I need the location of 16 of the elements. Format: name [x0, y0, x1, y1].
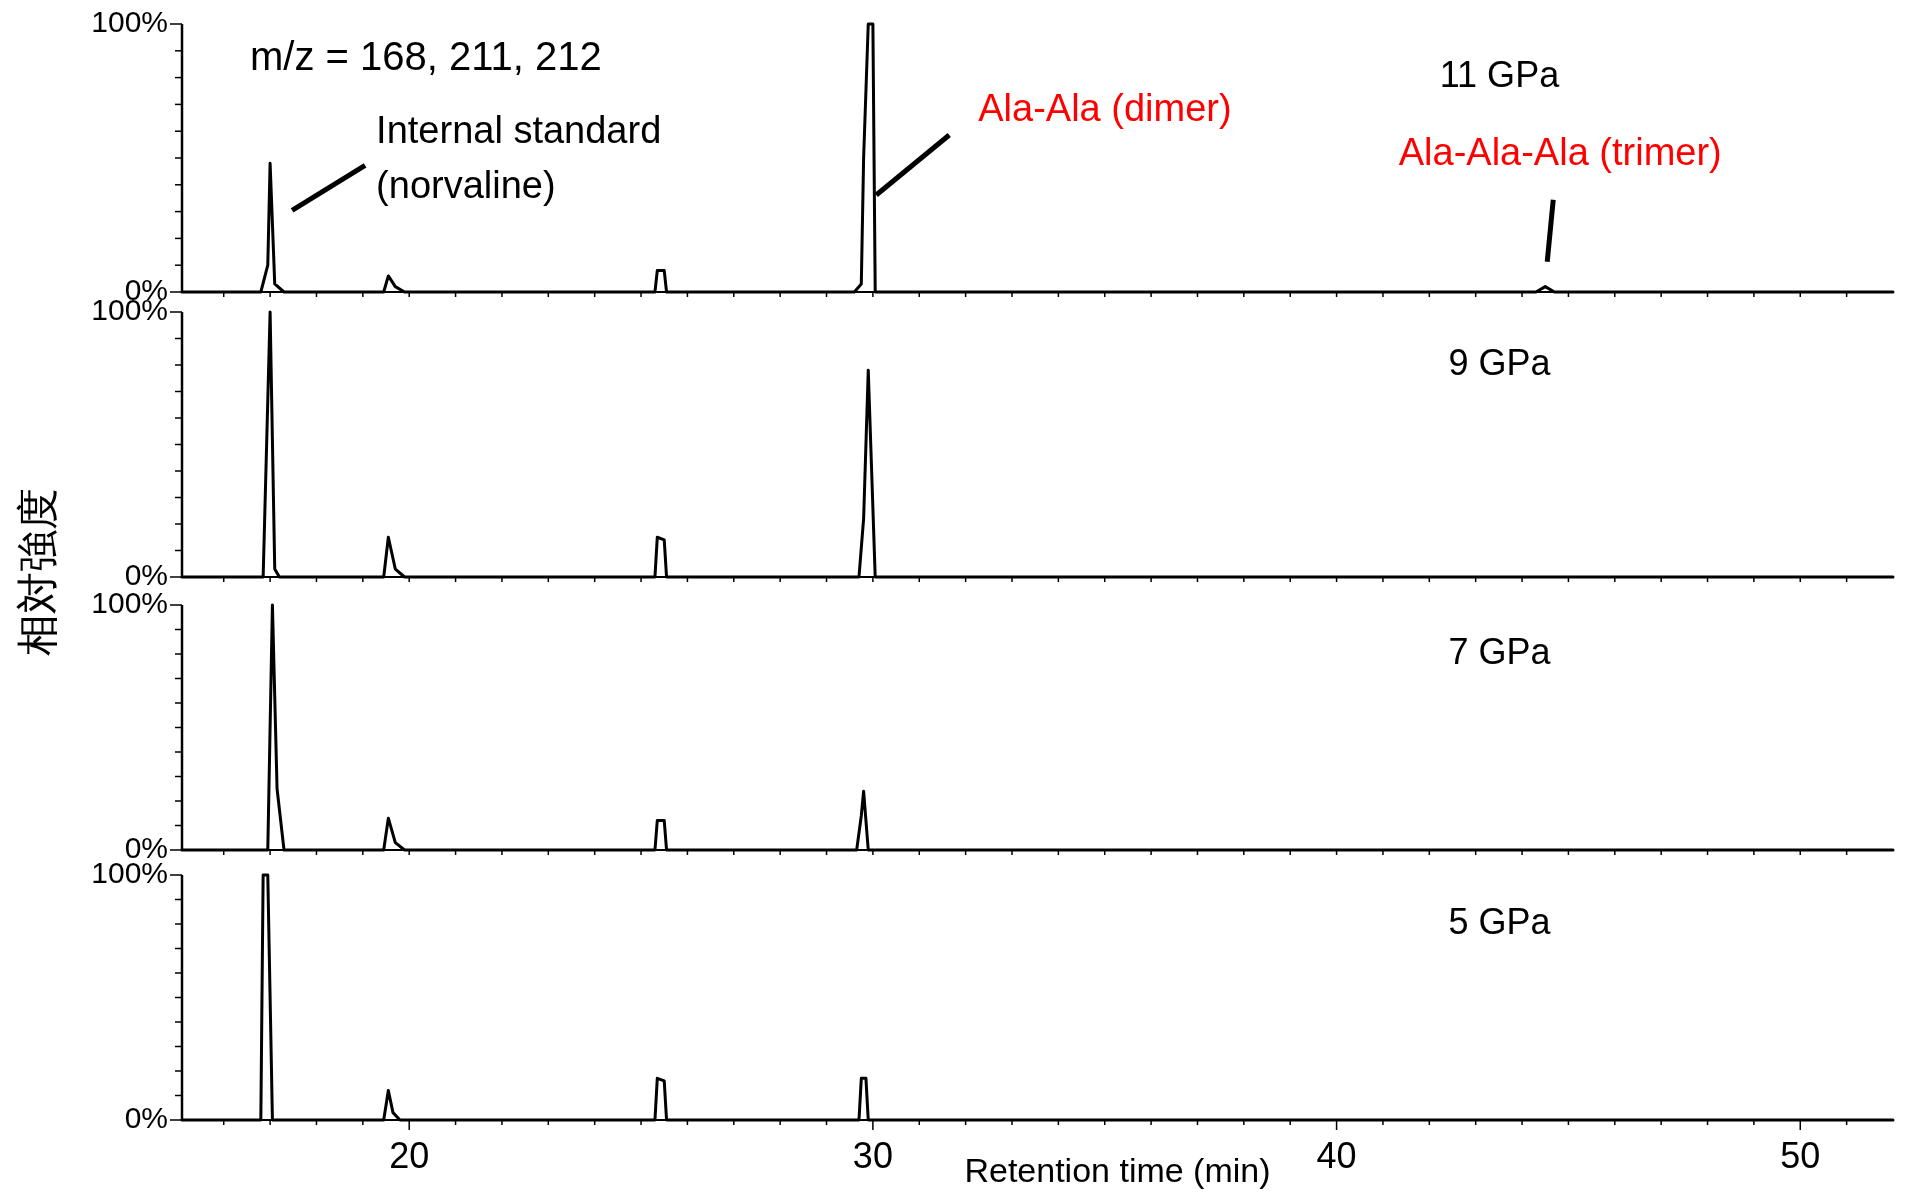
y-tick-label: 0%	[124, 1100, 168, 1134]
text: 9 GPa	[1448, 341, 1552, 383]
x-tick-label: 30	[852, 1135, 893, 1176]
y-tick-label: 100%	[91, 4, 168, 38]
annotation: Internal standard (norvaline)	[376, 109, 662, 207]
x-axis-title: Retention time (min)	[964, 1151, 1271, 1189]
text: 5 GPa	[1448, 900, 1552, 942]
annotation: Ala-Ala (dimer)	[978, 87, 1232, 129]
x-tick-label: 50	[1780, 1135, 1821, 1176]
annotation: Ala-Ala-Ala (trimer)	[1398, 130, 1722, 173]
annotation: m/z = 168, 211, 212	[250, 34, 602, 78]
y-axis-title: 相対強度	[14, 488, 61, 656]
x-tick-label: 40	[1316, 1135, 1357, 1176]
text: 11 GPa	[1439, 54, 1561, 96]
text: 7 GPa	[1448, 630, 1552, 672]
x-tick-label: 20	[389, 1135, 430, 1176]
